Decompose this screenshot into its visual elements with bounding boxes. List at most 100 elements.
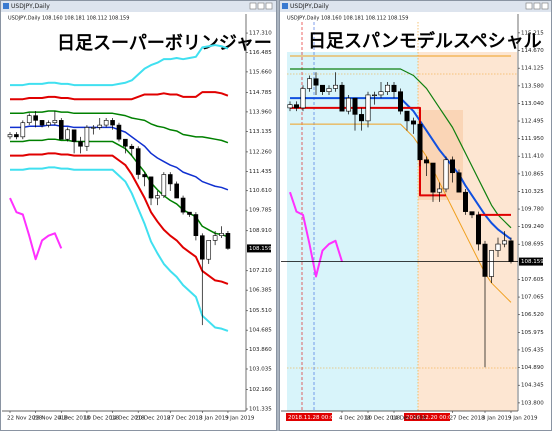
candle-body bbox=[193, 214, 199, 236]
y-tick-label: 112.260 bbox=[249, 149, 272, 155]
candle-body bbox=[129, 145, 135, 149]
candle-body bbox=[33, 115, 38, 121]
candle-body bbox=[187, 211, 192, 215]
candle-body bbox=[462, 191, 468, 212]
y-tick-label: 104.890 bbox=[521, 365, 544, 371]
candle-body bbox=[300, 88, 306, 109]
candle-body bbox=[142, 174, 147, 178]
window-icon bbox=[282, 3, 288, 9]
candle-body bbox=[174, 183, 179, 199]
window-buttons[interactable] bbox=[249, 2, 273, 10]
minimize-button[interactable] bbox=[249, 2, 257, 10]
y-tick-label: 111.410 bbox=[521, 154, 544, 160]
x-tick-label: 27 Dec 2018 bbox=[450, 416, 486, 422]
plots: 117.310 116.485 115.660 114.785 113.960 113.1… bbox=[2, 14, 544, 422]
candle-body bbox=[449, 159, 455, 174]
maximize-button[interactable] bbox=[257, 2, 265, 10]
candle-body bbox=[326, 88, 332, 92]
candle-body bbox=[103, 120, 109, 126]
y-tick-label: 106.385 bbox=[249, 288, 272, 294]
candle-body bbox=[508, 240, 514, 262]
candle-body bbox=[332, 84, 338, 89]
window-title: USDJPY,Daily bbox=[290, 3, 329, 10]
candle-body bbox=[58, 120, 64, 140]
x-tick-label: 22 Nov 2018 bbox=[7, 416, 43, 422]
candle-body bbox=[306, 78, 312, 89]
y-tick-label: 114.785 bbox=[249, 90, 272, 96]
candle-body bbox=[219, 233, 224, 236]
indicator-line bbox=[290, 106, 511, 216]
y-tick-label: 101.335 bbox=[249, 406, 272, 412]
y-tick-label: 107.210 bbox=[249, 268, 272, 274]
chart-title: 日足スパンモデルスペシャル bbox=[308, 30, 542, 52]
y-tick-label: 114.125 bbox=[521, 66, 544, 72]
candle-body bbox=[384, 84, 390, 92]
x-tick-label: 28 Nov 2018 bbox=[33, 416, 69, 422]
candle-body bbox=[78, 141, 83, 147]
window-icon bbox=[3, 3, 9, 9]
close-button[interactable] bbox=[265, 2, 273, 10]
candle-body bbox=[313, 78, 319, 86]
y-tick-label: 115.660 bbox=[249, 69, 272, 75]
candle-body bbox=[84, 127, 90, 147]
cloud-zone bbox=[418, 110, 463, 200]
candle-body bbox=[423, 159, 429, 164]
candle-body bbox=[20, 122, 26, 138]
indicator-line bbox=[10, 152, 229, 285]
indicator-line bbox=[10, 91, 229, 101]
candle-body bbox=[148, 176, 154, 199]
y-tick-label: 107.605 bbox=[521, 277, 544, 283]
candle-body bbox=[430, 162, 436, 193]
x-tick-label: 10 Dec 2018 bbox=[84, 416, 120, 422]
candle-body bbox=[345, 97, 351, 112]
x-tick-label: 9 Jan 2019 bbox=[225, 416, 255, 422]
x-tick-label: 14 Dec 2018 bbox=[110, 416, 146, 422]
y-tick-label: 102.160 bbox=[249, 387, 272, 393]
candle-body bbox=[14, 134, 19, 138]
y-tick-label: 103.035 bbox=[249, 366, 272, 372]
candle-body bbox=[71, 129, 77, 142]
candle-body bbox=[167, 174, 173, 185]
candle-body bbox=[155, 195, 160, 199]
close-button[interactable] bbox=[541, 2, 549, 10]
y-tick-label: 114.670 bbox=[521, 48, 544, 54]
y-tick-label: 104.685 bbox=[249, 328, 272, 334]
candle-body bbox=[110, 120, 115, 126]
x-tick-label: 4 Dec 2018 bbox=[58, 416, 90, 422]
candle-body bbox=[371, 94, 377, 97]
title-bar bbox=[280, 1, 551, 12]
y-tick-label: 109.780 bbox=[521, 207, 544, 213]
window-buttons[interactable] bbox=[525, 2, 549, 10]
candle-body bbox=[52, 120, 58, 124]
candle-body bbox=[123, 138, 128, 147]
candle-body bbox=[436, 188, 442, 193]
indicator-line bbox=[289, 191, 343, 278]
candle-body bbox=[39, 120, 45, 126]
y-tick-label: 107.065 bbox=[521, 295, 544, 301]
candle-body bbox=[293, 104, 299, 109]
y-tick-label: 109.785 bbox=[249, 208, 272, 214]
candle-body bbox=[378, 91, 384, 96]
candle-body bbox=[7, 134, 13, 138]
y-tick-label: 110.865 bbox=[521, 171, 544, 177]
candle-body bbox=[352, 97, 358, 115]
indicator-line bbox=[10, 44, 229, 87]
candle-body bbox=[495, 243, 501, 251]
candle-body bbox=[391, 84, 397, 92]
date-marker bbox=[404, 413, 450, 421]
candle-body bbox=[200, 235, 205, 260]
candle-body bbox=[225, 233, 231, 249]
y-tick-label: 111.435 bbox=[249, 169, 272, 175]
minimize-button[interactable] bbox=[525, 2, 533, 10]
candle-body bbox=[397, 91, 403, 112]
x-tick-label: 3 Jan 2019 bbox=[482, 416, 512, 422]
candle-body bbox=[488, 250, 494, 277]
candle-body bbox=[46, 122, 51, 126]
chart-header: USDJPY,Daily 108.160 108.181 108.112 108… bbox=[287, 16, 408, 22]
y-tick-label: 108.910 bbox=[249, 228, 272, 234]
candle-body bbox=[339, 84, 345, 112]
price-tag bbox=[519, 257, 543, 266]
maximize-button[interactable] bbox=[533, 2, 541, 10]
x-tick-label: 9 Jan 2019 bbox=[508, 416, 538, 422]
candle-body bbox=[501, 240, 507, 245]
